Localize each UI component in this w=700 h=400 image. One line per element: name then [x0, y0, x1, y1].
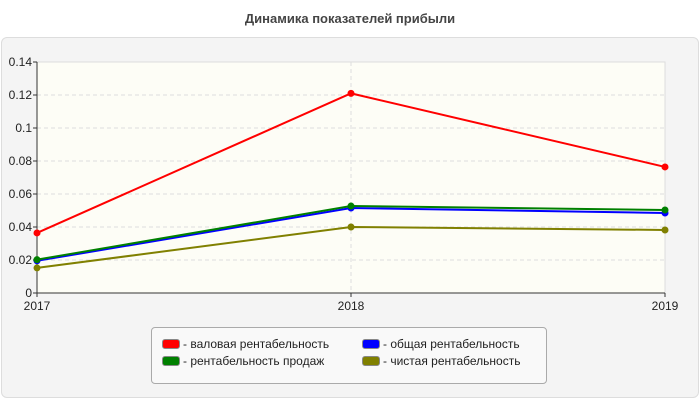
legend-item-total: - общая рентабельность — [362, 337, 520, 351]
x-tick-label: 2018 — [338, 299, 365, 313]
legend-label: - валовая рентабельность — [183, 337, 330, 351]
y-tick-label: 0.1 — [15, 121, 32, 135]
y-tick-label: 0.14 — [9, 55, 33, 69]
data-point — [661, 226, 669, 234]
legend-label: - рентабельность продаж — [183, 354, 325, 368]
y-tick-label: 0.06 — [9, 187, 33, 201]
y-tick-label: 0.04 — [9, 220, 33, 234]
legend-swatch — [362, 339, 380, 349]
chart-title: Динамика показателей прибыли — [244, 11, 456, 26]
x-tick-label: 2017 — [24, 299, 51, 313]
legend: - валовая рентабельность - общая рентабе… — [151, 327, 547, 384]
data-point — [33, 264, 41, 272]
y-tick-label: 0.02 — [9, 253, 33, 267]
data-point — [347, 223, 355, 231]
legend-swatch — [362, 356, 380, 366]
data-point — [347, 202, 355, 210]
y-tick-label: 0.08 — [9, 154, 33, 168]
legend-label: - общая рентабельность — [383, 337, 520, 351]
legend-label: - чистая рентабельность — [383, 354, 521, 368]
legend-item-net: - чистая рентабельность — [362, 354, 520, 368]
legend-swatch — [162, 339, 180, 349]
data-point — [661, 163, 669, 171]
x-tick-label: 2019 — [652, 299, 679, 313]
data-point — [347, 89, 355, 97]
legend-swatch — [162, 356, 180, 366]
legend-item-gross: - валовая рентабельность — [162, 337, 329, 351]
y-tick-label: 0.12 — [9, 88, 33, 102]
legend-item-sales: - рентабельность продаж — [162, 354, 324, 368]
y-tick-label: 0 — [25, 286, 32, 300]
data-point — [33, 256, 41, 264]
data-point — [661, 206, 669, 214]
data-point — [33, 229, 41, 237]
